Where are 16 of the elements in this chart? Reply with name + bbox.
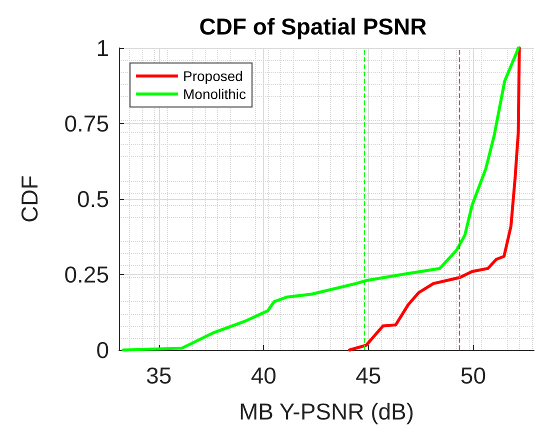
x-tick-label: 50 [460,362,486,388]
x-tick-label: 45 [356,362,382,388]
chart-title: CDF of Spatial PSNR [199,14,428,40]
x-axis-title: MB Y-PSNR (dB) [238,398,414,424]
y-tick-label: 0.5 [77,186,109,212]
y-axis-title: CDF [16,175,42,223]
legend-label: Monolithic [183,86,246,102]
x-tick-label: 35 [146,362,172,388]
x-tick-label: 40 [250,362,276,388]
y-tick-label: 0.25 [64,262,109,288]
legend-label: Proposed [183,68,243,84]
y-tick-label: 0.75 [64,110,109,136]
line-series [348,46,521,352]
y-tick-label: 1 [96,35,109,61]
y-tick-label: 0 [96,337,109,363]
line-series [122,46,520,352]
